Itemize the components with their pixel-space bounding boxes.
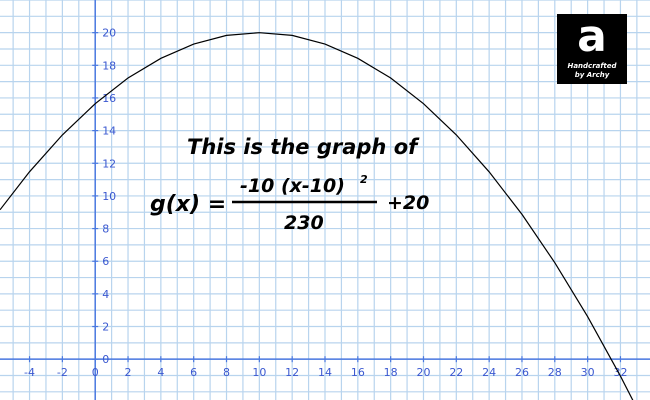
handcrafted-logo: a Handcrafted by Archy — [557, 11, 627, 84]
y-tick-label: 0 — [102, 353, 109, 366]
x-tick-label: 30 — [581, 366, 595, 379]
x-tick-label: -2 — [57, 366, 68, 379]
formula-denominator: 230 — [284, 212, 324, 234]
y-tick-label: 12 — [102, 157, 116, 170]
y-tick-label: 10 — [102, 190, 116, 203]
logo-line1: Handcrafted — [567, 62, 617, 70]
x-tick-label: 6 — [190, 366, 197, 379]
x-tick-label: 28 — [548, 366, 562, 379]
x-tick-label: 20 — [416, 366, 430, 379]
x-tick-label: 14 — [318, 366, 332, 379]
x-tick-label: 12 — [285, 366, 299, 379]
x-tick-label: 22 — [449, 366, 463, 379]
annotation-line1: This is the graph of — [187, 135, 420, 159]
formula-tail: +20 — [387, 192, 429, 214]
x-tick-label: 16 — [351, 366, 365, 379]
formula-numerator: -10 (x-10) — [240, 175, 345, 197]
x-tick-label: -4 — [24, 366, 35, 379]
y-tick-label: 6 — [102, 255, 109, 268]
y-tick-label: 16 — [102, 92, 116, 105]
formula-exponent: 2 — [360, 173, 368, 186]
y-tick-label: 20 — [102, 27, 116, 40]
x-tick-label: 4 — [157, 366, 164, 379]
logo-line2: by Archy — [574, 71, 610, 79]
y-tick-label: 8 — [102, 223, 109, 236]
series-line — [0, 32, 634, 400]
x-tick-label: 24 — [482, 366, 496, 379]
y-tick-label: 4 — [102, 288, 109, 301]
y-tick-label: 2 — [102, 321, 109, 334]
x-tick-label: 2 — [125, 366, 132, 379]
x-tick-label: 10 — [252, 366, 266, 379]
x-tick-label: 8 — [223, 366, 230, 379]
formula-lhs: g(x) = — [150, 192, 226, 217]
y-tick-label: 18 — [102, 59, 116, 72]
logo-letter: a — [577, 11, 607, 62]
tick-labels: -4 -2 0 2 4 6 8 10 12 14 16 18 20 22 24 26 28 30 320246810… — [24, 27, 627, 380]
curves — [0, 32, 634, 400]
x-tick-label: 0 — [92, 366, 99, 379]
y-tick-label: 14 — [102, 125, 116, 138]
x-tick-label: 18 — [384, 366, 398, 379]
formula-annotation: This is the graph of g(x) = -10 (x-10) 2… — [150, 135, 429, 234]
x-tick-label: 26 — [515, 366, 529, 379]
